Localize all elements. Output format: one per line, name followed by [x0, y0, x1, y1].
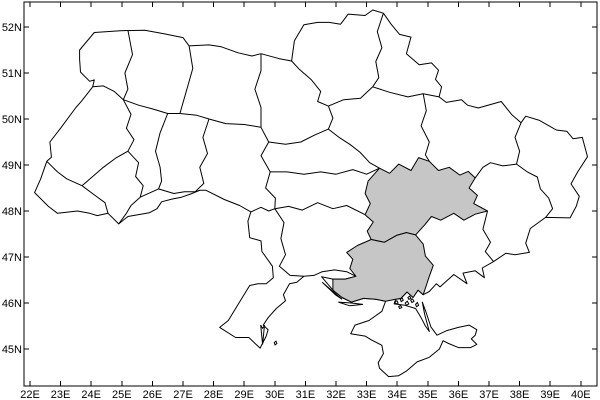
- x-tick-label: 27E: [173, 389, 193, 400]
- oblast-border: [46, 160, 109, 214]
- island-speck: [338, 301, 363, 307]
- oblast-border: [179, 113, 262, 128]
- x-tick-label: 34E: [387, 389, 407, 400]
- island-speck: [410, 298, 415, 304]
- y-tick-label: 47N: [2, 252, 22, 264]
- x-tick-label: 33E: [357, 389, 377, 400]
- x-tick-label: 39E: [540, 389, 560, 400]
- highlighted-oblast-dnipropetrovsk: [364, 157, 488, 243]
- oblast-border: [372, 13, 384, 88]
- x-tick-label: 31E: [296, 389, 316, 400]
- x-tick-label: 23E: [51, 389, 71, 400]
- oblast-border: [372, 86, 440, 98]
- island-speck: [273, 340, 278, 346]
- oblast-border: [516, 163, 554, 218]
- oblast-border: [127, 150, 144, 198]
- island-speck: [399, 297, 404, 303]
- island-speck: [394, 299, 399, 305]
- x-tick-label: 24E: [81, 389, 101, 400]
- y-tick-label: 49N: [2, 160, 22, 172]
- x-tick-label: 28E: [204, 389, 224, 400]
- x-tick-label: 38E: [510, 389, 530, 400]
- island-speck: [415, 301, 420, 308]
- oblast-border: [123, 99, 180, 114]
- oblast-border: [81, 150, 129, 187]
- x-tick-label: 25E: [112, 389, 132, 400]
- x-tick-label: 35E: [418, 389, 438, 400]
- y-tick-label: 45N: [2, 344, 22, 356]
- island-speck: [321, 281, 343, 300]
- highlighted-oblast-kherson: [332, 232, 434, 303]
- oblast-border: [274, 202, 366, 216]
- y-tick-label: 52N: [2, 22, 22, 34]
- oblast-border: [482, 210, 494, 262]
- island-speck: [398, 304, 403, 310]
- x-tick-label: 29E: [234, 389, 254, 400]
- x-tick-label: 30E: [265, 389, 285, 400]
- x-tick-label: 32E: [326, 389, 346, 400]
- x-tick-label: 40E: [571, 389, 591, 400]
- oblast-border: [268, 128, 329, 145]
- oblast-border: [118, 196, 141, 225]
- oblast-border: [328, 128, 380, 169]
- island-speck: [260, 324, 266, 345]
- oblast-border: [514, 122, 522, 165]
- oblast-border: [179, 45, 194, 114]
- y-tick-label: 51N: [2, 68, 22, 80]
- oblast-border: [291, 60, 329, 107]
- island-speck: [407, 295, 412, 300]
- x-tick-label: 36E: [449, 389, 469, 400]
- y-tick-label: 50N: [2, 114, 22, 126]
- oblast-border: [122, 99, 135, 152]
- x-tick-label: 26E: [143, 389, 163, 400]
- oblast-border: [328, 86, 374, 107]
- oblast-border: [254, 53, 262, 128]
- y-tick-label: 46N: [2, 298, 22, 310]
- oblast-border: [122, 30, 133, 100]
- oblast-border: [250, 206, 275, 213]
- country-border-ukraine: [34, 9, 588, 378]
- oblast-border: [155, 113, 169, 190]
- oblast-border: [270, 167, 380, 175]
- y-tick-label: 48N: [2, 206, 22, 218]
- oblast-border: [274, 208, 304, 277]
- oblast-border: [92, 85, 124, 101]
- x-tick-label: 37E: [479, 389, 499, 400]
- oblast-border: [194, 118, 210, 193]
- oblast-border: [474, 162, 517, 179]
- oblast-border: [420, 93, 430, 162]
- x-tick-label: 22E: [20, 389, 40, 400]
- oblast-border: [327, 105, 334, 130]
- island-speck: [404, 300, 410, 306]
